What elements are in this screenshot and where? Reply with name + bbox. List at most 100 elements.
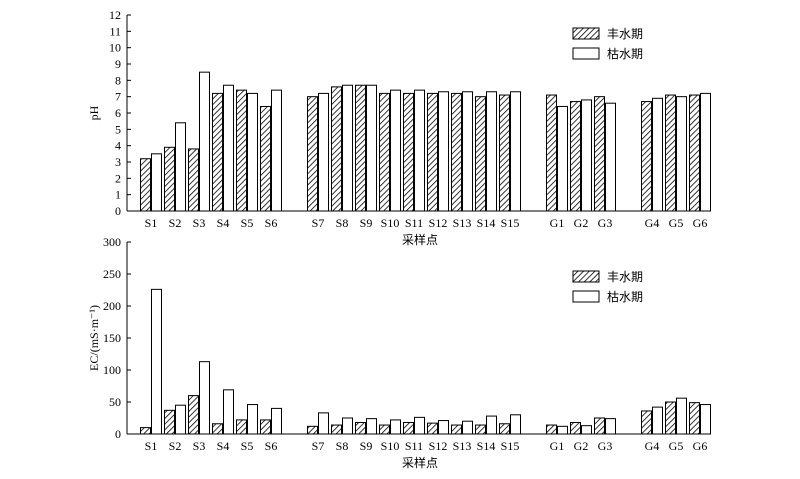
- bar-S11-dry-season: [414, 416, 425, 435]
- y-tick-label: 2: [115, 171, 121, 185]
- x-tick-label: S12: [429, 439, 448, 453]
- bar-S12-wet-season: [427, 422, 438, 435]
- y-tick-label: 300: [103, 235, 121, 249]
- x-tick-label: G4: [645, 216, 660, 230]
- bar-G2-wet-season: [570, 421, 581, 435]
- legend-swatch: [572, 270, 600, 283]
- bar-S7-dry-season: [318, 412, 329, 435]
- y-tick-label: 0: [115, 204, 121, 218]
- bar-S2-wet-season: [164, 409, 175, 435]
- x-tick-label: G1: [550, 216, 565, 230]
- bar-S13-dry-season: [462, 91, 473, 212]
- bar-S12-dry-season: [438, 91, 449, 212]
- bar-S15-wet-season: [499, 94, 510, 212]
- legend-label: 枯水期: [607, 289, 643, 304]
- bar-S9-dry-season: [366, 418, 377, 435]
- bar-S3-wet-season: [188, 395, 199, 435]
- y-tick-label: 8: [115, 73, 121, 87]
- y-tick-label: 11: [109, 24, 121, 38]
- bar-S10-wet-season: [379, 424, 390, 435]
- bar-S13-dry-season: [462, 420, 473, 435]
- y-tick-label: 7: [115, 90, 121, 104]
- bar-S5-dry-season: [247, 404, 258, 435]
- bar-S2-dry-season: [175, 404, 186, 435]
- bar-S6-dry-season: [271, 407, 282, 435]
- x-tick-label: S11: [405, 216, 423, 230]
- x-tick-label: G3: [598, 439, 613, 453]
- bar-S10-wet-season: [379, 92, 390, 212]
- x-tick-label: S8: [336, 439, 349, 453]
- x-axis-label: 采样点: [402, 455, 438, 470]
- bar-S12-wet-season: [427, 92, 438, 212]
- bar-S2-wet-season: [164, 146, 175, 212]
- bar-S11-wet-season: [403, 421, 414, 435]
- legend-label: 丰水期: [607, 270, 643, 284]
- bar-S15-dry-season: [510, 414, 521, 435]
- bar-S1-dry-season: [151, 288, 162, 435]
- bar-S6-wet-season: [260, 105, 271, 212]
- y-tick-label: 150: [103, 331, 121, 345]
- bar-S8-dry-season: [342, 417, 353, 435]
- bar-G6-wet-season: [689, 402, 700, 435]
- bar-S10-dry-season: [390, 89, 401, 212]
- x-tick-label: S10: [381, 439, 400, 453]
- bar-S8-dry-season: [342, 84, 353, 212]
- bar-G1-dry-season: [557, 425, 568, 435]
- x-tick-label: S12: [429, 216, 448, 230]
- bar-G5-wet-season: [665, 401, 676, 435]
- bar-S9-wet-season: [355, 421, 366, 435]
- y-tick-label: 0: [115, 427, 121, 441]
- x-tick-label: G4: [645, 439, 660, 453]
- legend-swatch: [572, 47, 600, 60]
- x-tick-label: S1: [145, 216, 158, 230]
- x-tick-label: G6: [693, 216, 708, 230]
- x-tick-label: S5: [241, 439, 254, 453]
- x-tick-label: S4: [217, 439, 230, 453]
- x-tick-label: S8: [336, 216, 349, 230]
- x-axis-label: 采样点: [402, 232, 438, 247]
- bar-S14-wet-season: [475, 424, 486, 435]
- x-tick-label: S9: [360, 439, 373, 453]
- bar-S4-dry-season: [223, 389, 234, 435]
- bar-G4-wet-season: [641, 101, 652, 212]
- x-tick-label: S10: [381, 216, 400, 230]
- legend-label: 丰水期: [607, 27, 643, 41]
- y-tick-label: 100: [103, 363, 121, 377]
- bar-S2-dry-season: [175, 122, 186, 212]
- bar-G3-wet-season: [594, 96, 605, 212]
- x-tick-label: S13: [453, 439, 472, 453]
- bar-S11-dry-season: [414, 89, 425, 212]
- y-tick-label: 10: [109, 41, 121, 55]
- bar-G5-dry-season: [676, 96, 687, 212]
- bar-S1-dry-season: [151, 153, 162, 212]
- x-tick-label: S1: [145, 439, 158, 453]
- bar-S9-wet-season: [355, 84, 366, 212]
- x-tick-label: G2: [574, 216, 589, 230]
- bar-S8-wet-season: [331, 424, 342, 435]
- bar-S13-wet-season: [451, 92, 462, 212]
- bar-G1-wet-season: [546, 94, 557, 212]
- x-tick-label: S2: [169, 216, 182, 230]
- y-tick-label: 12: [109, 8, 121, 22]
- x-tick-label: G2: [574, 439, 589, 453]
- bar-G2-wet-season: [570, 101, 581, 212]
- bar-G3-wet-season: [594, 417, 605, 435]
- bar-G4-dry-season: [652, 97, 663, 212]
- bar-G6-dry-season: [700, 92, 711, 212]
- x-tick-label: S6: [265, 216, 278, 230]
- x-tick-label: S3: [193, 439, 206, 453]
- bar-S15-dry-season: [510, 91, 521, 212]
- bar-G6-dry-season: [700, 404, 711, 435]
- y-tick-label: 1: [115, 188, 121, 202]
- x-tick-label: S3: [193, 216, 206, 230]
- x-tick-label: G5: [669, 439, 684, 453]
- y-tick-label: 9: [115, 57, 121, 71]
- bar-S1-wet-season: [140, 158, 151, 212]
- bar-S13-wet-season: [451, 424, 462, 435]
- bar-G5-dry-season: [676, 397, 687, 435]
- bar-S4-wet-season: [212, 423, 223, 435]
- y-axis-label: pH: [87, 105, 101, 120]
- bar-G1-wet-season: [546, 424, 557, 435]
- x-tick-label: S13: [453, 216, 472, 230]
